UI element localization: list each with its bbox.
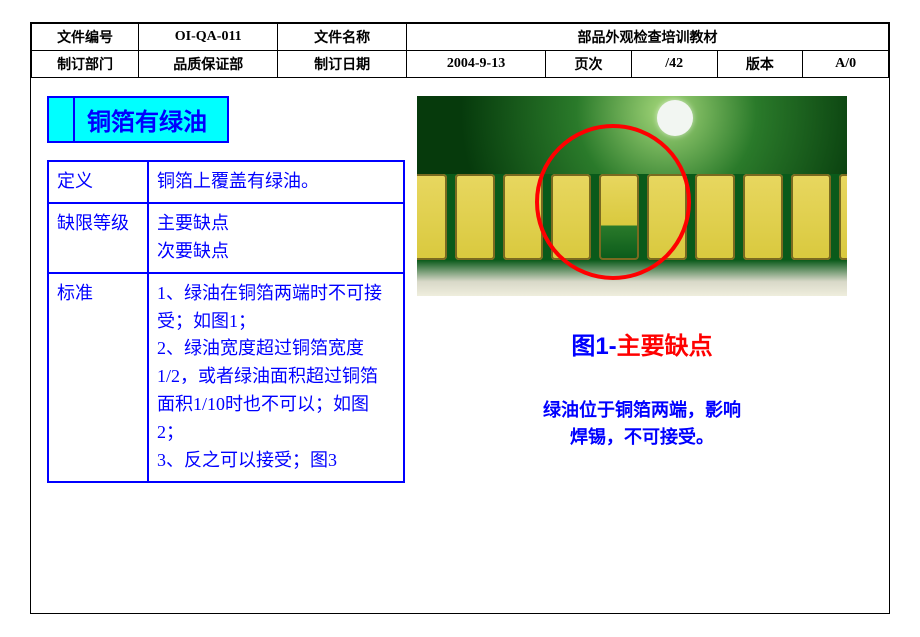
row-grade: 缺限等级 主要缺点 次要缺点 xyxy=(48,203,404,273)
standard-value: 1、绿油在铜箔两端时不可接受；如图1； 2、绿油宽度超过铜箔宽度1/2，或者绿油… xyxy=(148,273,404,482)
figure-1-image xyxy=(417,96,847,296)
doc-name-label: 文件名称 xyxy=(278,24,407,51)
grade-label: 缺限等级 xyxy=(48,203,148,273)
header-row-2: 制订部门 品质保证部 制订日期 2004-9-13 页次 /42 版本 A/0 xyxy=(32,51,889,78)
content-area: 铜箔有绿油 定义 铜箔上覆盖有绿油。 缺限等级 主要缺点 次要缺点 标准 1、绿… xyxy=(31,78,889,483)
rev-value: A/0 xyxy=(803,51,889,78)
copper-pad xyxy=(417,174,447,260)
definition-label: 定义 xyxy=(48,161,148,203)
figure-1-title: 图1-主要缺点 xyxy=(417,326,867,361)
grade-value: 主要缺点 次要缺点 xyxy=(148,203,404,273)
figure-1-prefix: 图1- xyxy=(571,333,616,360)
row-standard: 标准 1、绿油在铜箔两端时不可接受；如图1； 2、绿油宽度超过铜箔宽度1/2，或… xyxy=(48,273,404,482)
row-definition: 定义 铜箔上覆盖有绿油。 xyxy=(48,161,404,203)
right-column: 图1-主要缺点 绿油位于铜箔两端，影响 焊锡，不可接受。 xyxy=(407,96,867,483)
definition-value: 铜箔上覆盖有绿油。 xyxy=(148,161,404,203)
copper-pad xyxy=(455,174,495,260)
rev-label: 版本 xyxy=(717,51,803,78)
doc-no-label: 文件编号 xyxy=(32,24,139,51)
title-chip xyxy=(49,98,75,141)
figure-1-desc-line2: 焊锡，不可接受。 xyxy=(570,427,714,447)
doc-no-value: OI-QA-011 xyxy=(139,24,278,51)
header-table: 文件编号 OI-QA-011 文件名称 部品外观检查培训教材 制订部门 品质保证… xyxy=(31,23,889,78)
dept-label: 制订部门 xyxy=(32,51,139,78)
copper-pad xyxy=(695,174,735,260)
info-table: 定义 铜箔上覆盖有绿油。 缺限等级 主要缺点 次要缺点 标准 1、绿油在铜箔两端… xyxy=(47,160,405,483)
dept-value: 品质保证部 xyxy=(139,51,278,78)
copper-pad xyxy=(839,174,847,260)
solder-dot xyxy=(657,100,693,136)
date-value: 2004-9-13 xyxy=(406,51,545,78)
defect-title: 铜箔有绿油 xyxy=(75,98,227,141)
doc-name-value: 部品外观检查培训教材 xyxy=(406,24,888,51)
title-box: 铜箔有绿油 xyxy=(47,96,229,143)
header-row-1: 文件编号 OI-QA-011 文件名称 部品外观检查培训教材 xyxy=(32,24,889,51)
figure-1-desc-line1: 绿油位于铜箔两端，影响 xyxy=(543,400,741,420)
copper-pad xyxy=(743,174,783,260)
page-label: 页次 xyxy=(546,51,632,78)
page-frame: 文件编号 OI-QA-011 文件名称 部品外观检查培训教材 制订部门 品质保证… xyxy=(30,22,890,614)
left-column: 铜箔有绿油 定义 铜箔上覆盖有绿油。 缺限等级 主要缺点 次要缺点 标准 1、绿… xyxy=(47,96,407,483)
title-wrap: 铜箔有绿油 xyxy=(47,96,407,146)
standard-label: 标准 xyxy=(48,273,148,482)
date-label: 制订日期 xyxy=(278,51,407,78)
defect-circle-icon xyxy=(535,124,691,280)
copper-pad xyxy=(791,174,831,260)
figure-1-title-main: 主要缺点 xyxy=(617,333,713,360)
figure-1-desc: 绿油位于铜箔两端，影响 焊锡，不可接受。 xyxy=(417,397,867,451)
page-value: /42 xyxy=(631,51,717,78)
